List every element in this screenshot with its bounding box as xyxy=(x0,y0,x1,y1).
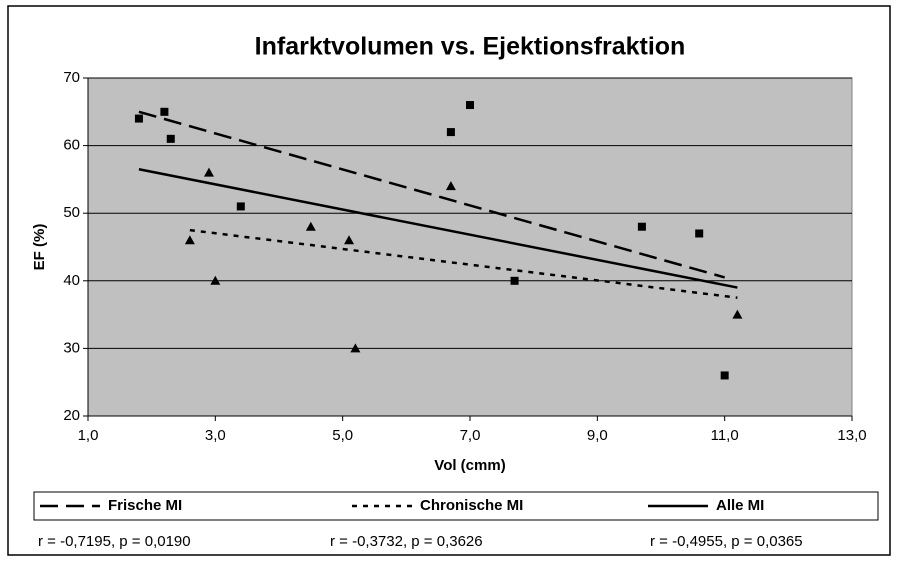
x-tick-label: 13,0 xyxy=(837,427,866,444)
data-point xyxy=(732,309,743,319)
y-tick-label: 50 xyxy=(63,204,80,221)
data-point xyxy=(695,229,704,238)
data-point xyxy=(637,222,646,231)
data-point xyxy=(466,101,474,110)
data-point xyxy=(344,235,355,245)
data-point xyxy=(184,235,195,245)
data-point xyxy=(510,276,519,285)
data-point xyxy=(166,134,175,143)
x-tick-label: 11,0 xyxy=(711,427,739,444)
annotation: r = -0,3732, p = 0,3626 xyxy=(330,533,483,550)
y-tick-label: 20 xyxy=(63,407,80,424)
x-tick-label: 1,0 xyxy=(78,427,99,444)
data-point xyxy=(134,114,143,123)
x-tick-label: 7,0 xyxy=(460,427,481,444)
data-point xyxy=(236,202,245,211)
data-point xyxy=(350,343,361,353)
y-tick-label: 60 xyxy=(63,137,80,154)
chart-title: Infarktvolumen vs. Ejektionsfraktion xyxy=(255,33,686,61)
x-axis-label: Vol (cmm) xyxy=(434,457,505,474)
annotation: r = -0,7195, p = 0,0190 xyxy=(38,533,191,550)
legend xyxy=(33,491,879,521)
x-tick-label: 9,0 xyxy=(587,427,608,444)
trend-line xyxy=(189,228,738,299)
data-point xyxy=(720,371,729,380)
annotation: r = -0,4955, p = 0,0365 xyxy=(650,533,803,550)
legend-label: Chronische MI xyxy=(420,497,523,514)
data-point xyxy=(210,275,221,285)
y-axis-label: EF (%) xyxy=(31,224,48,271)
data-point xyxy=(446,128,455,137)
x-tick-label: 5,0 xyxy=(332,427,353,444)
legend-label: Frische MI xyxy=(108,497,182,514)
data-point xyxy=(203,167,214,177)
data-point xyxy=(160,107,169,116)
y-tick-label: 70 xyxy=(63,69,80,86)
trend-line xyxy=(138,110,726,279)
trend-line xyxy=(138,168,738,289)
y-tick-label: 40 xyxy=(63,272,80,289)
x-tick-label: 3,0 xyxy=(205,427,226,444)
y-tick-label: 30 xyxy=(63,339,80,356)
legend-label: Alle MI xyxy=(716,497,764,514)
data-point xyxy=(305,221,316,231)
data-point xyxy=(445,181,456,191)
